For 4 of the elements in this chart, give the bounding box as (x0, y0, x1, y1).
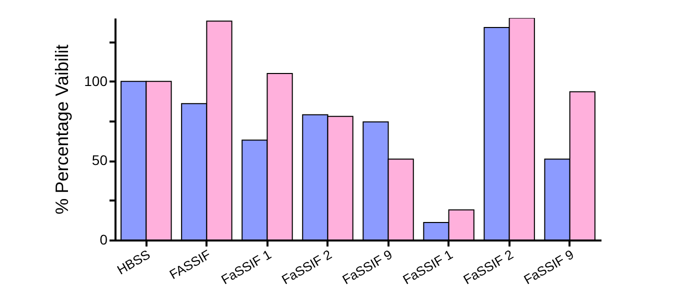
y-axis-title: % Percentage Vaibilit (52, 44, 72, 214)
y-tick-label: 100 (84, 72, 108, 89)
y-tick-label: 0 (100, 232, 108, 248)
y-tick-label: 50 (92, 152, 108, 168)
